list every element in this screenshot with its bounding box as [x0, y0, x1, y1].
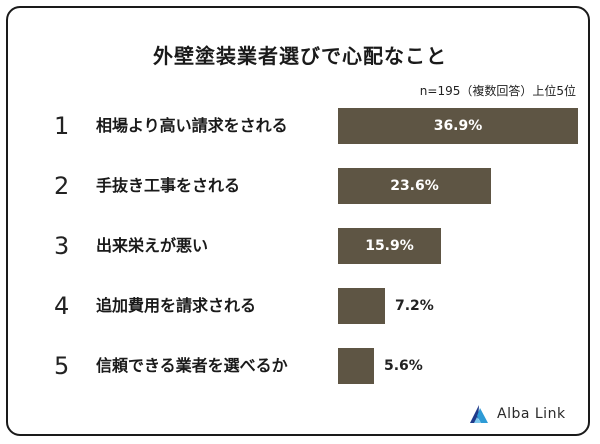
- bar-row: 3 出来栄えが悪い 15.9%: [0, 228, 600, 264]
- alba-link-logo-icon: [470, 405, 488, 423]
- bar: [338, 168, 491, 204]
- value-label: 7.2%: [395, 298, 434, 314]
- sample-note: n=195（複数回答）上位5位: [419, 84, 576, 98]
- bar-row: 4 追加費用を請求される 7.2%: [0, 288, 600, 324]
- category-label: 信頼できる業者を選べるか: [96, 356, 288, 375]
- category-label: 手抜き工事をされる: [96, 176, 241, 195]
- chart-frame: [6, 6, 590, 436]
- bar: [338, 228, 441, 264]
- rank-number: 3: [54, 232, 70, 260]
- bar-row: 2 手抜き工事をされる 23.6%: [0, 168, 600, 204]
- category-label: 追加費用を請求される: [96, 296, 257, 315]
- bar-row: 1 相場より高い請求をされる 36.9%: [0, 108, 600, 144]
- rank-number: 2: [54, 172, 70, 200]
- value-label: 36.9%: [433, 118, 483, 134]
- value-label: 15.9%: [365, 238, 414, 254]
- bar-row: 5 信頼できる業者を選べるか 5.6%: [0, 348, 600, 384]
- chart-title: 外壁塗装業者選びで心配なこと: [153, 44, 447, 68]
- rank-number: 4: [54, 292, 70, 320]
- bar: [338, 108, 578, 144]
- value-label: 23.6%: [390, 178, 439, 194]
- brand-logo: Alba Link: [469, 404, 566, 424]
- category-label: 相場より高い請求をされる: [96, 116, 288, 135]
- brand-logo-text: Alba Link: [497, 406, 566, 422]
- rank-number: 5: [54, 352, 70, 380]
- category-label: 出来栄えが悪い: [96, 236, 209, 255]
- rank-number: 1: [54, 112, 70, 140]
- bar: [338, 288, 385, 324]
- value-label: 5.6%: [384, 358, 423, 374]
- bar: [338, 348, 374, 384]
